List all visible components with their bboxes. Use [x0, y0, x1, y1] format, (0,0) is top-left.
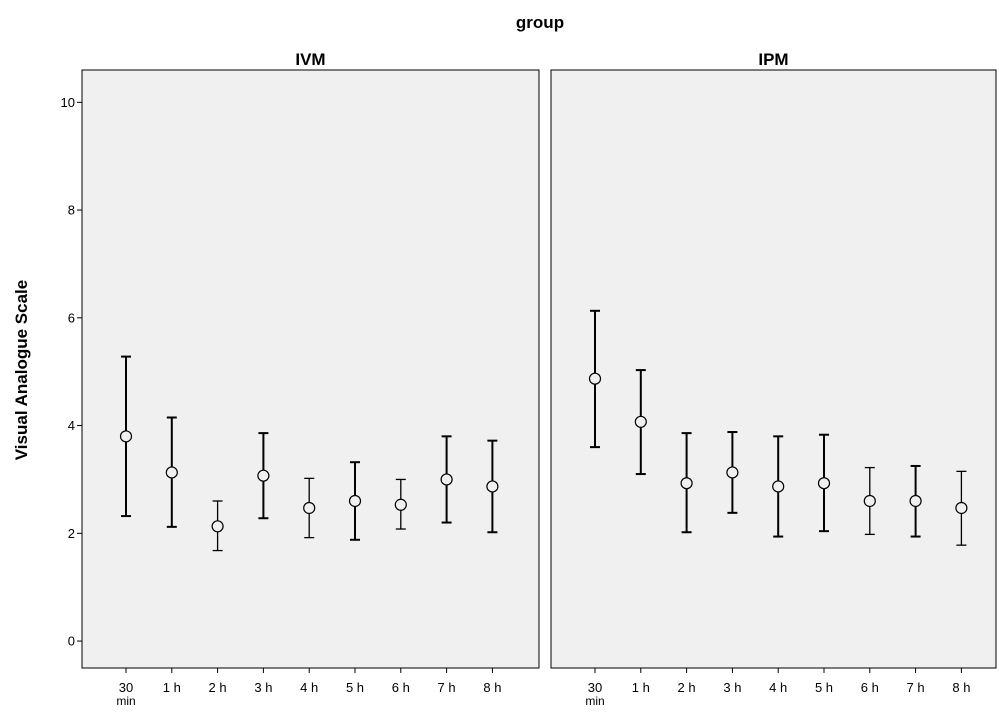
mean-point: [634, 415, 647, 428]
y-tick-label: 8: [68, 203, 75, 218]
mean-point: [772, 480, 785, 493]
x-tick-label: 8 h: [483, 680, 501, 695]
x-tick-label: 4 h: [300, 680, 318, 695]
mean-point: [680, 477, 693, 490]
mean-point: [817, 477, 831, 490]
x-tick-label: 2 h: [209, 680, 227, 695]
x-tick-sublabel: min: [116, 694, 135, 708]
x-tick-label: 3 h: [254, 680, 272, 695]
mean-point: [588, 372, 602, 385]
x-tick-label: 6 h: [861, 680, 879, 695]
mean-point: [955, 501, 968, 515]
mean-point: [726, 466, 739, 479]
mean-point: [257, 469, 270, 482]
mean-point: [486, 480, 499, 493]
panel-frame: [81, 69, 540, 669]
mean-point: [348, 494, 362, 508]
group-title: group: [516, 13, 564, 32]
x-tick-sublabel: min: [585, 694, 604, 708]
panel-frame: [550, 69, 997, 669]
x-tick-label: 6 h: [392, 680, 410, 695]
y-tick-label: 6: [68, 310, 75, 325]
mean-point: [165, 466, 178, 479]
x-tick-label: 7 h: [907, 680, 925, 695]
x-tick-label: 2 h: [678, 680, 696, 695]
mean-point: [303, 501, 316, 515]
x-tick-label: 4 h: [769, 680, 787, 695]
x-tick-label: 5 h: [815, 680, 833, 695]
mean-point: [863, 494, 876, 508]
y-tick-label: 4: [68, 418, 75, 433]
mean-point: [909, 494, 922, 508]
x-tick-label: 30: [119, 680, 133, 695]
y-tick-label: 0: [68, 634, 75, 649]
y-tick-label: 10: [61, 95, 75, 110]
x-tick-label: 8 h: [952, 680, 970, 695]
mean-point: [440, 473, 453, 486]
y-axis-label: Visual Analogue Scale: [12, 280, 31, 460]
x-tick-label: 5 h: [346, 680, 364, 695]
panel-title: IPM: [758, 50, 788, 69]
panel-title: IVM: [295, 50, 325, 69]
mean-point: [394, 498, 407, 511]
x-tick-label: 30: [588, 680, 602, 695]
x-tick-label: 1 h: [163, 680, 181, 695]
mean-point: [211, 520, 224, 533]
x-tick-label: 3 h: [723, 680, 741, 695]
y-tick-label: 2: [68, 526, 75, 541]
x-tick-label: 7 h: [438, 680, 456, 695]
mean-point: [119, 430, 133, 443]
x-tick-label: 1 h: [632, 680, 650, 695]
